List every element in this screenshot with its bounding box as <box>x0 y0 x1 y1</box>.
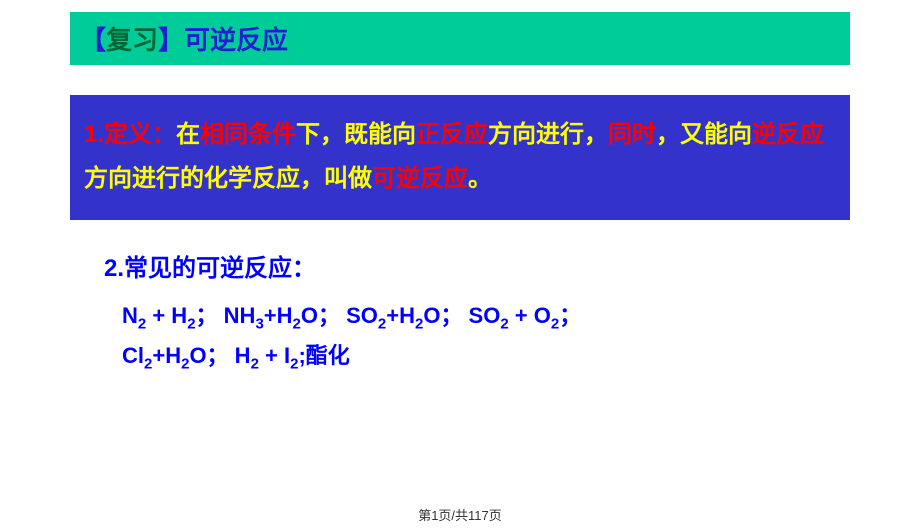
def-num: 1.定义： <box>84 121 176 148</box>
def-t5: 方向进行， <box>488 121 608 148</box>
r-so: O； SO <box>301 303 378 328</box>
def-t4: 正反应 <box>416 121 488 148</box>
r-sub: 2 <box>551 315 559 332</box>
r-semi: ； <box>559 303 581 328</box>
def-t11: 。 <box>468 165 492 192</box>
r-sub: 2 <box>500 315 508 332</box>
r-h: + H <box>146 303 187 328</box>
r-sub: 2 <box>251 355 259 372</box>
r-sub: 2 <box>378 315 386 332</box>
definition-box: 1.定义：在相同条件下，既能向正反应方向进行，同时，又能向逆反应方向进行的化学反… <box>70 95 850 220</box>
r-h2: +H <box>264 303 293 328</box>
section2-title: 2.常见的可逆反应： <box>104 248 920 283</box>
r-so2: O； SO <box>423 303 500 328</box>
r-nh: ； NH <box>196 303 256 328</box>
r-sub: 2 <box>138 315 146 332</box>
r-sub: 3 <box>255 315 263 332</box>
page-footer: 第1页/共117页 <box>0 505 920 524</box>
r-h2c: +H <box>152 343 181 368</box>
def-t10: 可逆反应 <box>372 165 468 192</box>
def-t9: 方向进行的化学反应，叫做 <box>84 165 372 192</box>
r-o: + O <box>509 303 551 328</box>
reactions-line-2: Cl2+H2O； H2 + I2;酯化 <box>122 337 920 377</box>
def-t2: 相同条件 <box>200 121 296 148</box>
def-t8: 逆反应 <box>752 121 824 148</box>
header-bracket-close: 】 <box>158 25 184 55</box>
def-t6: 同时 <box>608 121 656 148</box>
header-title: 可逆反应 <box>184 25 288 55</box>
r-cl: Cl <box>122 343 144 368</box>
reactions-block: N2 + H2； NH3+H2O； SO2+H2O； SO2 + O2； Cl 2… <box>122 297 920 377</box>
def-t1: 在 <box>176 121 200 148</box>
r-h2d: O； H <box>189 343 250 368</box>
header-box: 【复习】可逆反应 <box>70 12 850 65</box>
r-n: N <box>122 303 138 328</box>
r-h2b: +H <box>386 303 415 328</box>
r-sub: 2 <box>187 315 195 332</box>
def-t7: ，又能向 <box>656 121 752 148</box>
header-label: 复习 <box>106 25 158 55</box>
reactions-line-1: N2 + H2； NH3+H2O； SO2+H2O； SO2 + O2； <box>122 297 920 337</box>
def-t3: 下，既能向 <box>296 121 416 148</box>
r-sub: 2 <box>293 315 301 332</box>
header-bracket-open: 【 <box>80 25 106 55</box>
r-ester: ;酯化 <box>298 343 349 368</box>
r-i: + I <box>259 343 290 368</box>
